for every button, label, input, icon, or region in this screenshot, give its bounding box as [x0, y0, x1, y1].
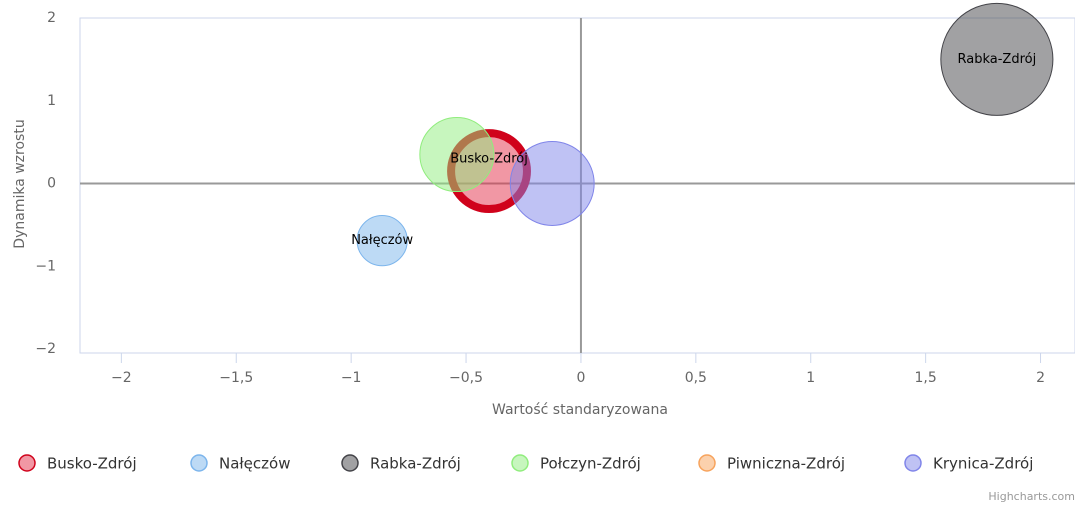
y-tick-label: 2: [47, 10, 56, 26]
data-label: Nałęczów: [351, 233, 413, 248]
x-tick-label: −2: [111, 370, 132, 386]
legend-label: Rabka-Zdrój: [370, 455, 461, 473]
x-tick-label: 2: [1036, 370, 1045, 386]
x-tick-label: −1: [341, 370, 362, 386]
legend-symbol: [190, 454, 208, 472]
y-tick-label: −2: [35, 341, 56, 357]
legend-label: Nałęczów: [219, 455, 290, 473]
bubble: [940, 2, 1054, 116]
legend-symbol: [18, 454, 36, 472]
x-tick-label: −0,5: [449, 370, 483, 386]
plot-border: [79, 17, 1075, 354]
bubble: [509, 141, 595, 226]
legend-label: Krynica-Zdrój: [933, 455, 1033, 473]
plot-area: Busko-Zdrój Nałęczów Rabka-Zdrój: [79, 2, 1075, 354]
y-axis-title: Dynamika wzrostu: [12, 119, 28, 248]
legend-label: Połczyn-Zdrój: [540, 455, 641, 473]
legend-label: Busko-Zdrój: [47, 455, 137, 473]
y-tick-label: 1: [47, 93, 56, 109]
legend-symbol: [341, 454, 359, 472]
legend-symbol: [904, 454, 922, 472]
x-tick-label: 1: [806, 370, 815, 386]
x-axis-title: Wartość standaryzowana: [492, 402, 668, 418]
data-label: Rabka-Zdrój: [958, 52, 1037, 67]
legend-symbol: [511, 454, 529, 472]
bubble: [419, 117, 495, 193]
bubble: [356, 214, 408, 267]
y-tick-label: 0: [47, 176, 56, 192]
y-tick-label: −1: [35, 258, 56, 274]
legend-symbol: [698, 454, 716, 472]
legend-label: Piwniczna-Zdrój: [727, 455, 845, 473]
data-label: Busko-Zdrój: [450, 152, 528, 167]
x-tick-label: −1,5: [219, 370, 253, 386]
x-tick-label: 0: [576, 370, 585, 386]
credit: Highcharts.com: [988, 490, 1075, 503]
x-tick-label: 0,5: [685, 370, 707, 386]
x-tick-label: 1,5: [915, 370, 937, 386]
